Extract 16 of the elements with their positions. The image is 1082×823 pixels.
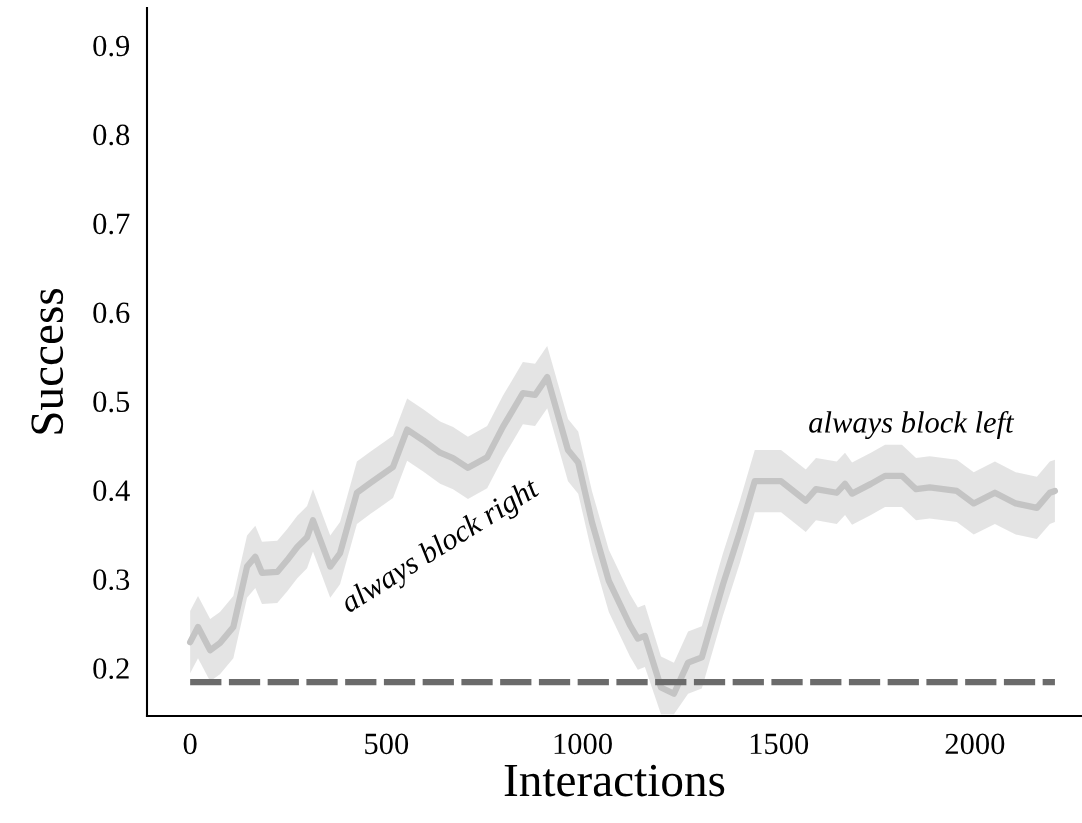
y-tick-label: 0.7: [93, 213, 130, 235]
y-tick-label: 0.4: [93, 480, 130, 502]
x-axis-title: Interactions: [504, 764, 725, 797]
y-tick-label: 0.3: [93, 569, 130, 591]
y-tick-label: 0.5: [93, 391, 130, 413]
annotation: always block left: [809, 410, 1015, 440]
x-tick-label: 1000: [554, 733, 612, 755]
x-tick-label: 2000: [945, 733, 1005, 755]
y-tick-label: 0.8: [93, 124, 130, 146]
x-tick-label: 1500: [750, 733, 809, 755]
x-tick-label: 500: [365, 733, 409, 755]
y-tick-label: 0.6: [93, 302, 130, 324]
x-tick-label: 0: [183, 733, 197, 755]
y-tick-label: 0.2: [93, 658, 129, 680]
y-tick-label: 0.9: [93, 35, 130, 57]
y-axis-title: Success: [31, 288, 64, 434]
